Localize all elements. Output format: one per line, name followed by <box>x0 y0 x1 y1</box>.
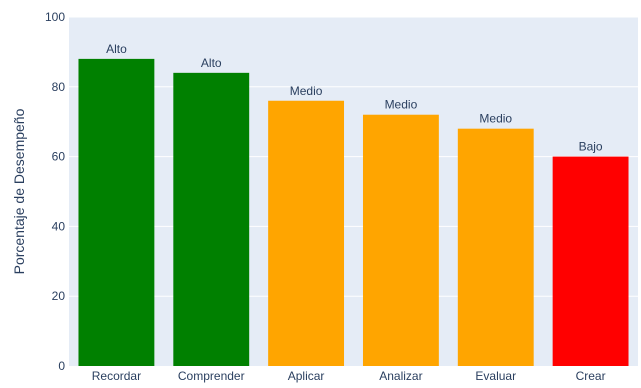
bar <box>268 100 345 366</box>
y-tick-label: 100 <box>45 10 65 24</box>
x-tick-label: Crear <box>576 369 606 383</box>
bar <box>173 72 250 366</box>
bar <box>552 156 629 366</box>
y-tick-label: 40 <box>52 219 66 233</box>
y-axis-title: Porcentaje de Desempeño <box>11 108 27 274</box>
x-tick-label: Evaluar <box>475 369 516 383</box>
bar-label: Bajo <box>579 140 603 154</box>
x-tick-label: Comprender <box>178 369 245 383</box>
bar <box>457 128 534 366</box>
y-tick-label: 20 <box>52 289 66 303</box>
bar-label: Alto <box>201 56 222 70</box>
bar <box>78 58 155 366</box>
x-tick-label: Recordar <box>92 369 141 383</box>
bar-label: Medio <box>479 112 512 126</box>
x-tick-label: Aplicar <box>288 369 325 383</box>
y-tick-label: 80 <box>52 80 66 94</box>
x-tick-label: Analizar <box>379 369 422 383</box>
y-tick-label: 0 <box>58 359 65 373</box>
x-axis-ticks: Recordar Comprender Aplicar Analizar Evaluar… <box>92 369 606 383</box>
bar-label: Medio <box>385 98 418 112</box>
bars <box>78 58 629 366</box>
bar-label: Alto <box>106 42 127 56</box>
bar <box>362 114 439 366</box>
gridlines <box>69 16 638 297</box>
plot-area <box>69 17 638 366</box>
bar-label: Medio <box>290 84 323 98</box>
y-tick-label: 60 <box>52 150 66 164</box>
bar-labels: Alto Alto Medio Medio Medio Bajo <box>106 42 603 154</box>
y-axis-ticks: 0 20 40 60 80 100 <box>45 10 65 373</box>
